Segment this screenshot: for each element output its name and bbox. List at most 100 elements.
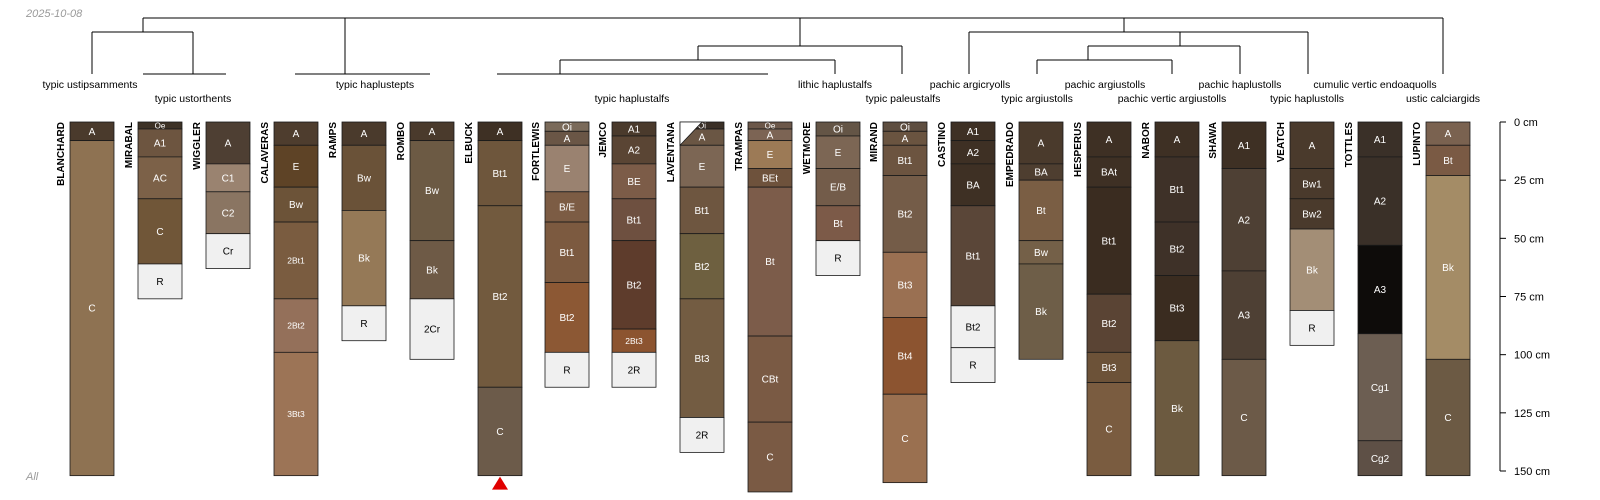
horizon-label: Bt1 — [626, 215, 641, 226]
horizon-label: Bt2 — [897, 210, 912, 221]
horizon-laventana-4 — [679, 233, 725, 300]
horizon-jemco-1 — [611, 135, 657, 165]
horizon-label: Bt1 — [897, 156, 912, 167]
horizon-nabor-2 — [1154, 221, 1200, 276]
profile-name-laventana: LAVENTANA — [666, 122, 677, 182]
horizon-label: Bk — [1442, 263, 1455, 274]
horizon-label: A — [361, 129, 368, 140]
horizon-jemco-4 — [611, 240, 657, 330]
horizon-label: A — [1309, 141, 1316, 152]
horizon-label: Bw — [357, 173, 372, 184]
horizon-elbuck-3 — [477, 386, 523, 477]
horizon-label: Oi — [833, 125, 843, 136]
horizon-label: Bt1 — [1169, 185, 1184, 196]
horizon-label: A1 — [1238, 141, 1251, 152]
horizon-shawa-2 — [1221, 270, 1267, 360]
horizon-label: 2R — [628, 365, 641, 376]
horizon-label: E — [699, 162, 706, 173]
horizon-label: Bt2 — [1169, 244, 1184, 255]
horizon-calaveras-1 — [273, 144, 319, 188]
horizon-label: C1 — [222, 173, 235, 184]
horizon-label: Bk — [358, 254, 371, 265]
horizon-calaveras-2 — [273, 186, 319, 223]
horizon-label: A — [429, 127, 436, 138]
horizon-label: Oi — [698, 121, 706, 130]
depth-tick-label: 100 cm — [1514, 350, 1550, 362]
profile-name-tottles: TOTTLES — [1344, 122, 1355, 168]
horizon-label: A — [1038, 139, 1045, 150]
horizon-label: Bt2 — [1101, 319, 1116, 330]
horizon-rombo-3 — [409, 298, 455, 360]
horizon-label: A — [1445, 129, 1452, 140]
horizon-label: A2 — [967, 148, 980, 159]
horizon-veatch-3 — [1289, 228, 1335, 311]
horizon-wetmore-2 — [815, 168, 861, 207]
horizon-label: Cg1 — [1371, 383, 1390, 394]
horizon-lupinto-3 — [1425, 358, 1471, 477]
horizon-label: R — [969, 361, 976, 372]
horizon-label: Bt3 — [694, 354, 709, 365]
horizon-label: C2 — [222, 208, 235, 219]
horizon-wiggler-1 — [205, 163, 251, 193]
horizon-nabor-4 — [1154, 340, 1200, 477]
horizon-label: Bt2 — [694, 262, 709, 273]
horizon-label: Bk — [1306, 265, 1319, 276]
depth-tick-label: 150 cm — [1514, 466, 1550, 478]
horizon-label: Bw2 — [1302, 210, 1322, 221]
taxon-label: pachic argicryolls — [930, 79, 1011, 91]
horizon-elbuck-1 — [477, 140, 523, 207]
taxon-label: typic argiustolls — [1001, 93, 1073, 105]
profile-name-calaveras: CALAVERAS — [260, 122, 271, 184]
horizon-label: C — [496, 427, 503, 438]
horizon-tottles-0 — [1357, 121, 1403, 158]
horizon-label: Oe — [155, 121, 166, 130]
horizon-label: Cg2 — [1371, 454, 1390, 465]
horizon-mirabal-3 — [137, 198, 183, 265]
horizon-label: Bw — [1034, 248, 1049, 259]
horizon-label: A — [699, 133, 706, 144]
horizon-label: R — [156, 277, 163, 288]
horizon-nabor-3 — [1154, 275, 1200, 342]
horizon-label: Bt1 — [1101, 236, 1116, 247]
horizon-label: Bt3 — [1101, 363, 1116, 374]
depth-tick-label: 125 cm — [1514, 408, 1550, 420]
horizon-mirand-3 — [882, 175, 928, 253]
horizon-label: Bt4 — [897, 351, 912, 362]
horizon-label: Bt — [833, 219, 843, 230]
horizon-label: E — [767, 150, 774, 161]
horizon-label: A2 — [628, 146, 641, 157]
taxon-label: typic ustorthents — [155, 93, 231, 105]
horizon-label: A2 — [1238, 215, 1251, 226]
horizon-ramps-1 — [341, 144, 387, 211]
horizon-jemco-6 — [611, 351, 657, 388]
horizon-label: A — [225, 139, 232, 150]
horizon-rombo-1 — [409, 140, 455, 242]
horizon-mirand-5 — [882, 317, 928, 395]
profile-name-rombo: ROMBO — [396, 122, 407, 161]
profile-name-mirand: MIRAND — [869, 122, 880, 162]
horizon-label: A — [89, 127, 96, 138]
horizon-label: R — [563, 365, 570, 376]
horizon-label: R — [834, 254, 841, 265]
horizon-laventana-5 — [679, 298, 725, 418]
profile-name-jemco: JEMCO — [598, 122, 609, 158]
horizon-hesperus-3 — [1086, 293, 1132, 353]
horizon-label: R — [1308, 324, 1315, 335]
horizon-label: A1 — [1374, 135, 1387, 146]
horizon-lupinto-2 — [1425, 175, 1471, 360]
horizon-castino-5 — [950, 347, 996, 383]
horizon-rombo-2 — [409, 240, 455, 300]
horizon-veatch-2 — [1289, 198, 1335, 230]
horizon-label: E — [293, 162, 300, 173]
horizon-shawa-0 — [1221, 121, 1267, 169]
horizon-label: Bw — [425, 186, 440, 197]
profile-name-nabor: NABOR — [1141, 121, 1152, 158]
horizon-label: Bt2 — [626, 280, 641, 291]
profile-name-castino: CASTINO — [937, 122, 948, 167]
horizon-label: A1 — [967, 127, 980, 138]
horizon-label: A — [497, 127, 504, 138]
horizon-label: Bw — [289, 200, 304, 211]
horizon-mirand-4 — [882, 251, 928, 318]
